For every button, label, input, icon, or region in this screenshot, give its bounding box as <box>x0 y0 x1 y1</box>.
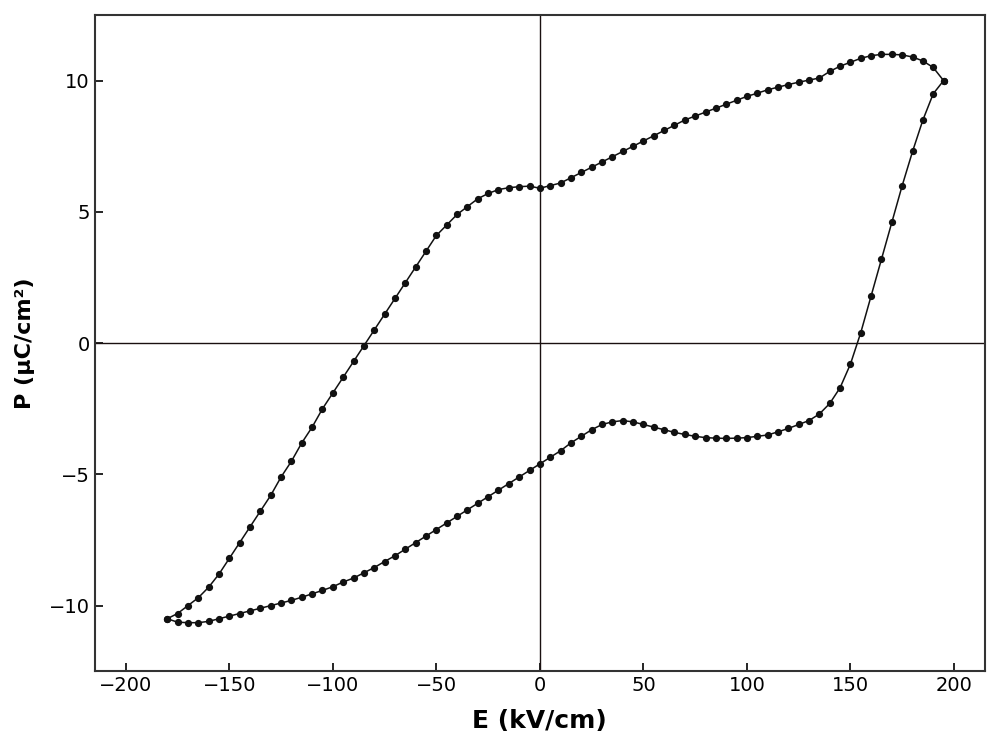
X-axis label: E (kV/cm): E (kV/cm) <box>473 709 607 733</box>
Y-axis label: P (μC/cm²): P (μC/cm²) <box>15 278 35 409</box>
